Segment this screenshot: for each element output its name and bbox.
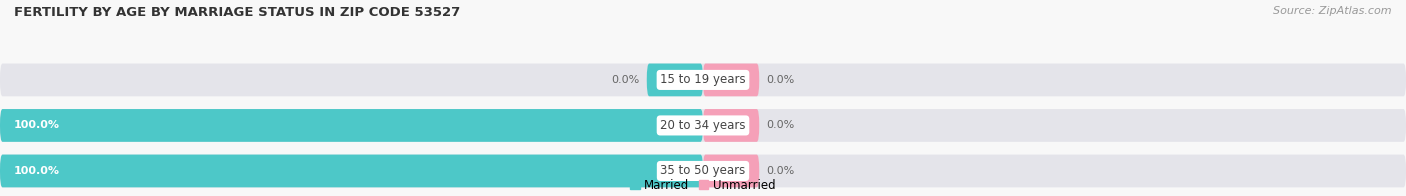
FancyBboxPatch shape: [703, 155, 759, 187]
Legend: Married, Unmarried: Married, Unmarried: [630, 179, 776, 191]
FancyBboxPatch shape: [0, 155, 1406, 187]
Text: 0.0%: 0.0%: [766, 120, 794, 131]
Text: 0.0%: 0.0%: [766, 166, 794, 176]
Text: FERTILITY BY AGE BY MARRIAGE STATUS IN ZIP CODE 53527: FERTILITY BY AGE BY MARRIAGE STATUS IN Z…: [14, 6, 460, 19]
Text: 100.0%: 100.0%: [14, 166, 60, 176]
Text: 100.0%: 100.0%: [14, 120, 60, 131]
FancyBboxPatch shape: [703, 109, 759, 142]
FancyBboxPatch shape: [0, 155, 703, 187]
FancyBboxPatch shape: [0, 109, 703, 142]
FancyBboxPatch shape: [0, 64, 1406, 96]
Text: Source: ZipAtlas.com: Source: ZipAtlas.com: [1274, 6, 1392, 16]
Text: 35 to 50 years: 35 to 50 years: [661, 164, 745, 177]
Text: 15 to 19 years: 15 to 19 years: [661, 74, 745, 86]
Text: 0.0%: 0.0%: [766, 75, 794, 85]
FancyBboxPatch shape: [703, 64, 759, 96]
FancyBboxPatch shape: [0, 109, 1406, 142]
FancyBboxPatch shape: [647, 64, 703, 96]
Text: 20 to 34 years: 20 to 34 years: [661, 119, 745, 132]
Text: 0.0%: 0.0%: [612, 75, 640, 85]
